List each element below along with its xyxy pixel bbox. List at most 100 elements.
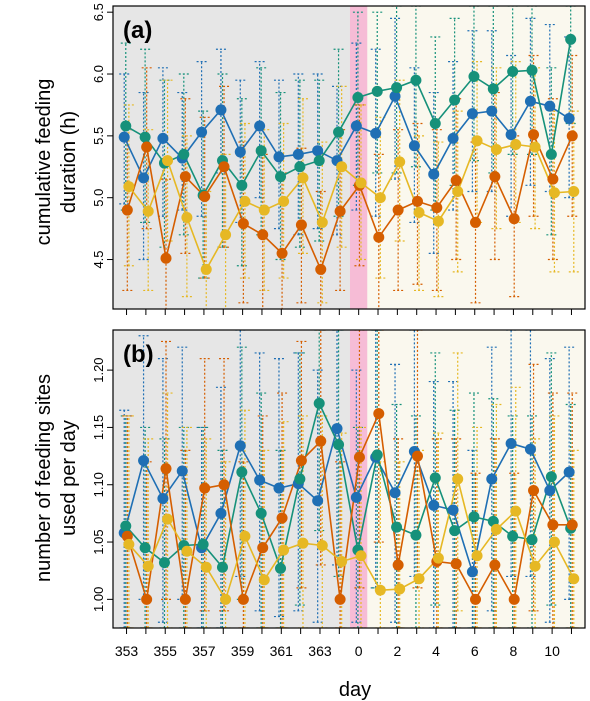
data-point [489, 171, 501, 183]
data-point [236, 179, 248, 191]
data-point [257, 229, 269, 241]
data-point [547, 173, 559, 185]
data-point [141, 141, 153, 153]
data-point [353, 451, 365, 463]
data-point [544, 100, 556, 112]
data-point [355, 550, 367, 562]
data-point [199, 190, 211, 202]
data-point [142, 560, 154, 572]
data-point [505, 129, 517, 141]
data-point [200, 561, 212, 573]
data-point [313, 155, 325, 167]
series-line [123, 425, 570, 576]
data-point [218, 161, 230, 173]
data-point [196, 126, 208, 138]
x-tick-label: 4 [432, 643, 440, 659]
y-tick-label: 1.00 [91, 587, 106, 612]
data-point [429, 117, 441, 129]
data-point [429, 472, 441, 484]
series-line [126, 410, 573, 603]
y-tick-label: 1.10 [91, 472, 106, 497]
data-point [316, 539, 328, 551]
data-point [428, 168, 440, 180]
data-point [447, 504, 459, 516]
data-point [410, 74, 422, 86]
data-point [548, 187, 560, 199]
data-point [334, 205, 346, 217]
data-point [490, 523, 502, 535]
data-point [258, 574, 270, 586]
data-point [529, 141, 541, 153]
data-point [273, 151, 285, 163]
y-tick-label: 1.20 [91, 357, 106, 382]
data-point [276, 247, 288, 259]
data-point [507, 530, 519, 542]
data-point [333, 439, 345, 451]
data-point [118, 131, 130, 143]
data-point [470, 593, 482, 605]
data-point [566, 519, 578, 531]
data-point [181, 545, 193, 557]
data-point [510, 505, 522, 517]
data-point [215, 507, 227, 519]
y-tick-label: 6.0 [91, 65, 106, 83]
data-point [563, 466, 575, 478]
data-point [371, 85, 383, 97]
data-point [487, 83, 499, 95]
data-point [315, 263, 327, 275]
panel-a-ylabel-line2: duration (h) [58, 111, 80, 213]
x-tick-label: 357 [192, 643, 216, 659]
shaded-period-1 [349, 6, 368, 309]
data-point [568, 573, 580, 585]
data-point [563, 113, 575, 125]
data-point [508, 593, 520, 605]
data-point [258, 204, 270, 216]
x-tick-label: 2 [393, 643, 401, 659]
data-point [471, 135, 483, 147]
data-point [142, 205, 154, 217]
data-point [371, 449, 383, 461]
x-tick-label: 0 [355, 643, 363, 659]
data-point [292, 148, 304, 160]
data-point [471, 550, 483, 562]
x-tick-label: 6 [471, 643, 479, 659]
data-point [526, 64, 538, 76]
data-point [528, 484, 540, 496]
data-point [389, 487, 401, 499]
data-point [178, 148, 190, 160]
data-point [524, 95, 536, 107]
data-point [255, 507, 267, 519]
data-point [452, 186, 464, 198]
data-point [162, 155, 174, 167]
data-point [220, 593, 232, 605]
data-point [413, 573, 425, 585]
series-group [118, 6, 580, 309]
data-point [197, 538, 209, 550]
data-point [389, 90, 401, 102]
y-tick-label: 1.15 [91, 415, 106, 440]
x-axis-label: day [339, 679, 371, 701]
data-point [234, 440, 246, 452]
data-point [138, 455, 150, 467]
data-point [239, 195, 251, 207]
data-point [334, 593, 346, 605]
panel-a-ylabel-line1: cumulative feeding [33, 79, 55, 246]
data-point [466, 108, 478, 120]
data-point [508, 213, 520, 225]
data-point [449, 94, 461, 106]
panel-b-ylabel-line1: number of feeding sites [33, 374, 55, 582]
data-point [526, 534, 538, 546]
data-point [352, 92, 364, 104]
data-point [373, 408, 385, 420]
data-point [273, 482, 285, 494]
data-point [468, 511, 480, 523]
panel-label: (a) [123, 17, 152, 44]
data-point [410, 529, 422, 541]
data-point [160, 463, 172, 475]
plot-area-a: 4.5 5.0 5.5 6.0 6.5 (a) [91, 3, 586, 315]
data-point [157, 132, 169, 144]
data-point [489, 559, 501, 571]
data-point [297, 537, 309, 549]
panel-label: (b) [123, 341, 154, 368]
data-point [218, 479, 230, 491]
